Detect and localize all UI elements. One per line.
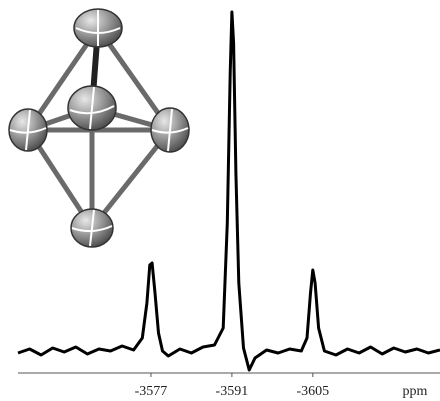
x-tick-label: -3605 (296, 384, 329, 399)
spectrum-line (18, 12, 440, 370)
molecule-inset (9, 9, 189, 247)
chart: ppm -3577 -3591 -3605 (0, 0, 440, 401)
x-tick-label: -3577 (135, 384, 168, 399)
x-axis-label: ppm (403, 384, 428, 399)
x-tick-label: -3591 (216, 384, 249, 399)
